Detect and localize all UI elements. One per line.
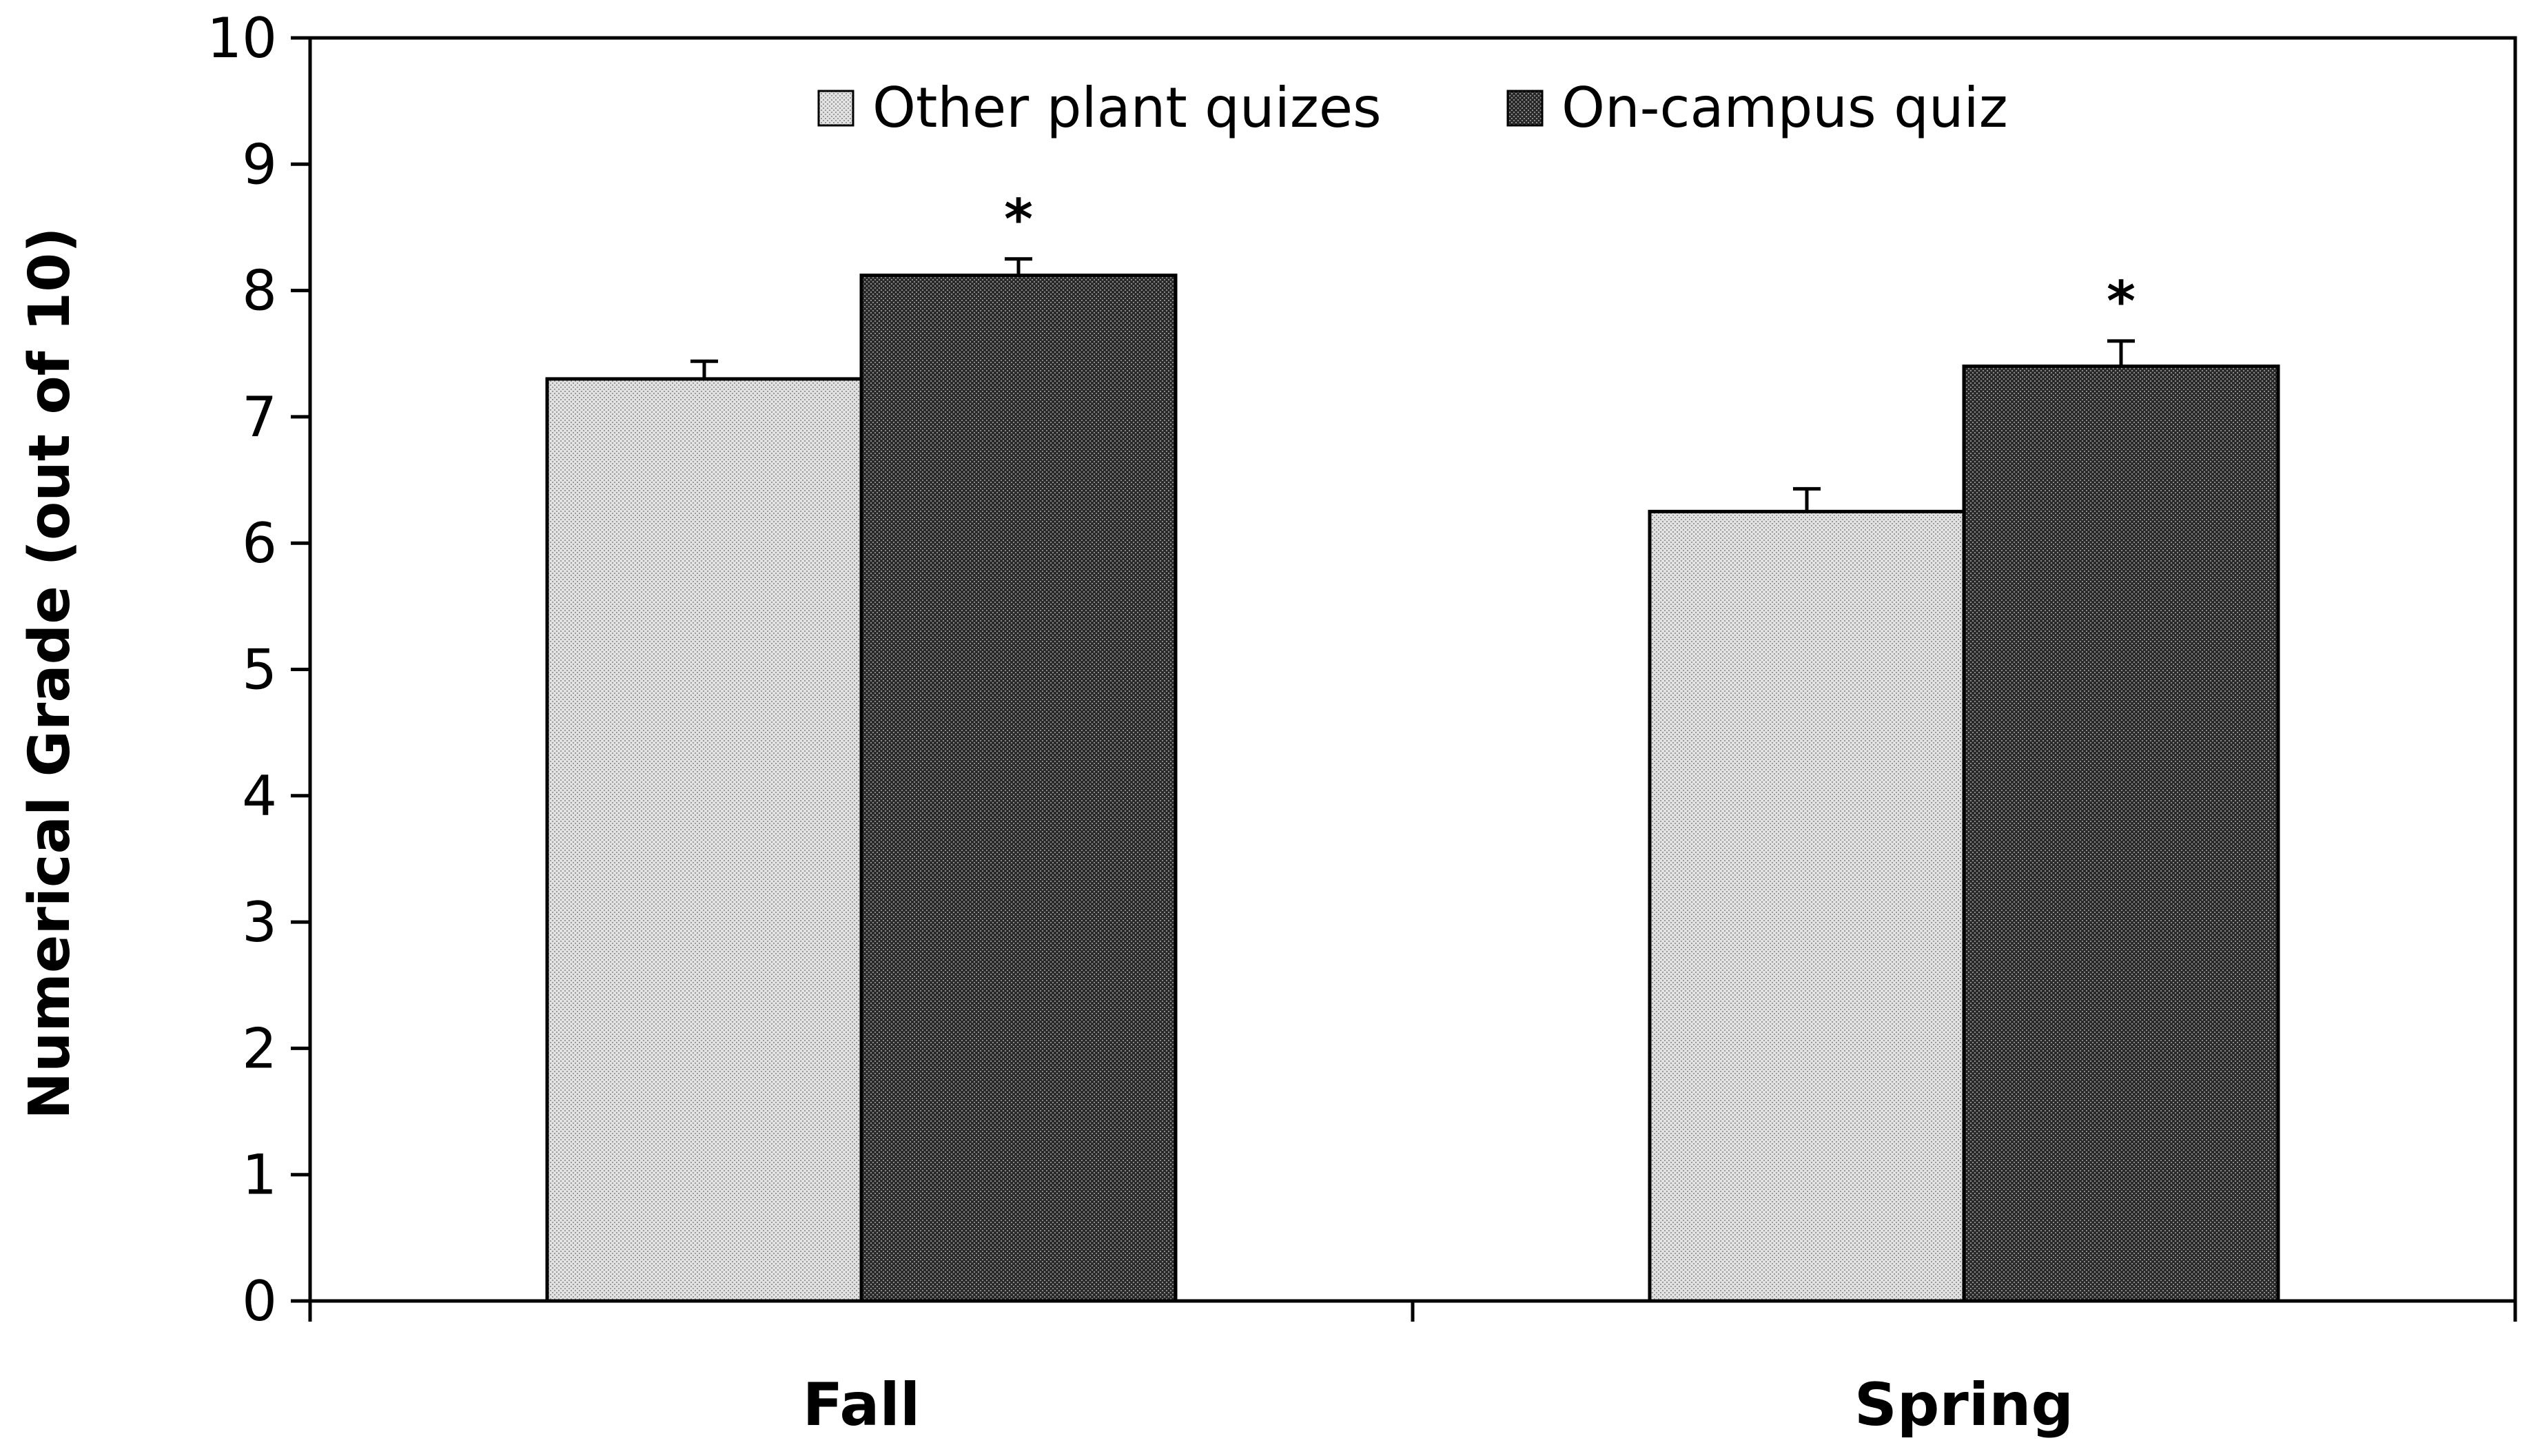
- x-category-label: Spring: [1854, 1371, 2074, 1439]
- y-tick-label: 9: [242, 132, 277, 196]
- significance-marker: *: [2107, 269, 2136, 334]
- x-category-label: Fall: [803, 1371, 921, 1439]
- significance-marker: *: [1004, 187, 1033, 252]
- y-axis-label: Numerical Grade (out of 10): [17, 227, 83, 1119]
- legend: Other plant quizes On-campus quiz: [817, 76, 2008, 140]
- y-tick-label: 7: [242, 385, 277, 449]
- bars-group: **: [545, 187, 2280, 1303]
- y-tick-label: 4: [242, 764, 277, 828]
- x-axis-group: Fall Spring: [308, 1301, 2517, 1439]
- y-tick-label: 6: [242, 511, 277, 575]
- legend-swatch-on-campus-quiz: [1506, 90, 1544, 127]
- y-tick-label: 0: [242, 1269, 277, 1333]
- y-tick-label: 8: [242, 259, 277, 323]
- y-tick-label: 10: [207, 6, 277, 70]
- bar-spring-other-plant-quizes: [1648, 509, 1966, 1303]
- y-tick-label: 2: [242, 1016, 277, 1080]
- y-tick-label: 5: [242, 638, 277, 702]
- bar-fall-on-campus-quiz: [859, 274, 1178, 1303]
- legend-swatch-other-plant-quizes: [817, 90, 854, 127]
- bar-spring-on-campus-quiz: [1962, 365, 2280, 1303]
- bar-fall-other-plant-quizes: [545, 377, 863, 1303]
- legend-label-other-plant-quizes: Other plant quizes: [872, 76, 1382, 140]
- y-tick-label: 3: [242, 890, 277, 954]
- y-axis-ticks: 0 1 2 3 4 5 6 7 8 9 10: [207, 6, 310, 1333]
- y-tick-label: 1: [242, 1143, 277, 1207]
- legend-label-on-campus-quiz: On-campus quiz: [1562, 76, 2008, 140]
